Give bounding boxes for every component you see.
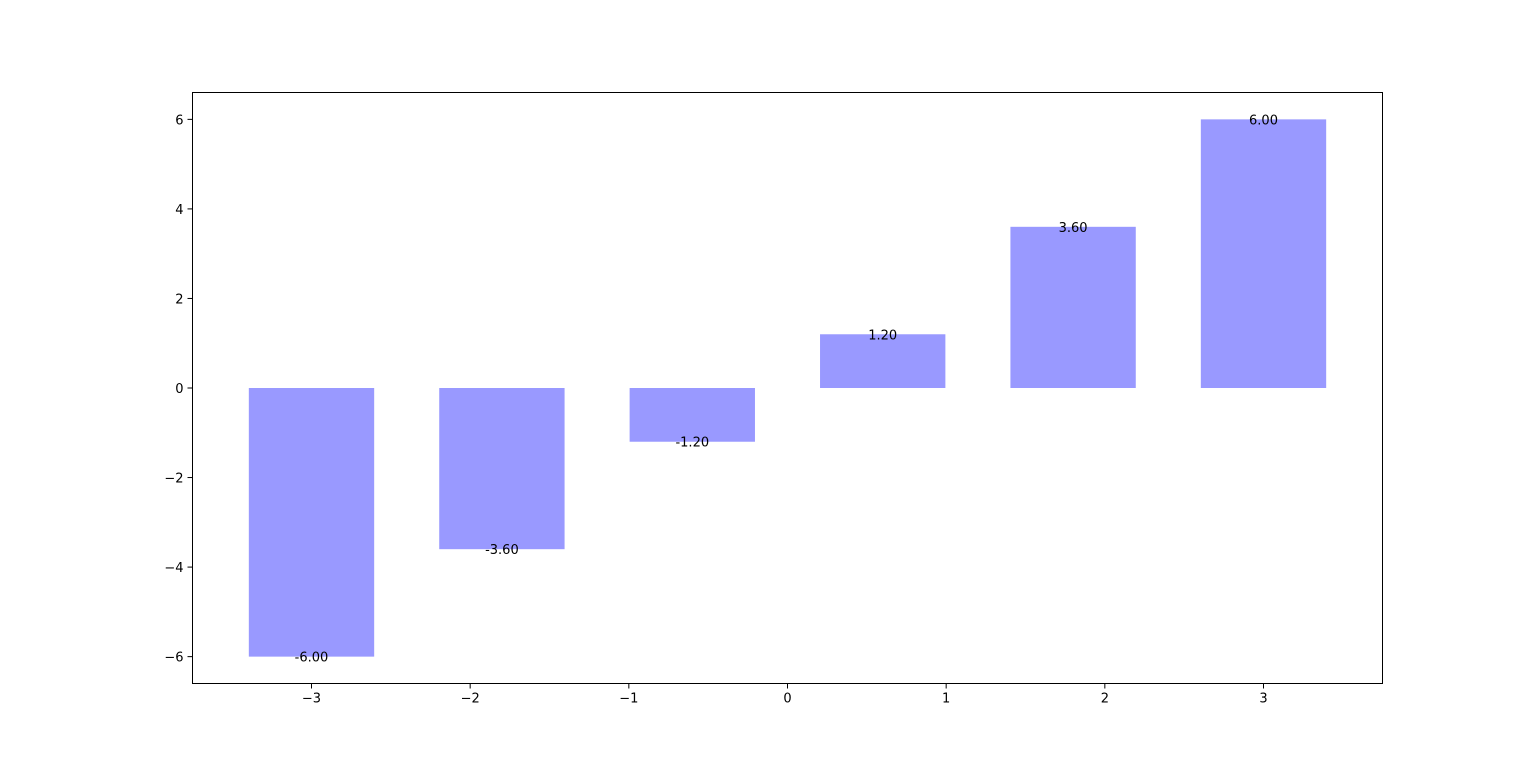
- y-tick-label: 2: [175, 292, 183, 307]
- y-axis: −6 −4 −2 0 2 4 6: [164, 113, 193, 666]
- bar: [820, 334, 946, 388]
- y-tick-label: −2: [164, 472, 183, 487]
- x-tick-label: 2: [1101, 692, 1109, 707]
- bar: [439, 388, 565, 550]
- data-label: 6.00: [1249, 113, 1278, 128]
- data-label: 3.60: [1059, 221, 1088, 236]
- x-tick-label: 3: [1259, 692, 1267, 707]
- data-label: -1.20: [675, 436, 709, 451]
- x-tick-label: 0: [783, 692, 791, 707]
- y-tick-label: 4: [175, 203, 183, 218]
- bar: [248, 388, 375, 657]
- data-label: -3.60: [485, 543, 519, 558]
- data-labels-group: -6.00 -3.60 -1.20 1.20 3.60 6.00: [295, 113, 1278, 665]
- x-tick-label: −1: [619, 692, 638, 707]
- bar: [1010, 226, 1136, 388]
- bar: [629, 388, 755, 442]
- bar: [1200, 119, 1327, 388]
- y-tick-label: −6: [164, 651, 183, 666]
- data-label: -6.00: [295, 651, 329, 666]
- y-tick-label: −4: [164, 561, 183, 576]
- y-tick-label: 6: [175, 113, 183, 128]
- x-tick-label: 1: [942, 692, 950, 707]
- x-axis: −3 −2 −1 0 1 2 3: [302, 683, 1268, 707]
- x-tick-label: −2: [461, 692, 480, 707]
- x-tick-label: −3: [302, 692, 321, 707]
- bars-group: [248, 119, 1327, 657]
- data-label: 1.20: [868, 328, 897, 343]
- y-tick-label: 0: [175, 382, 183, 397]
